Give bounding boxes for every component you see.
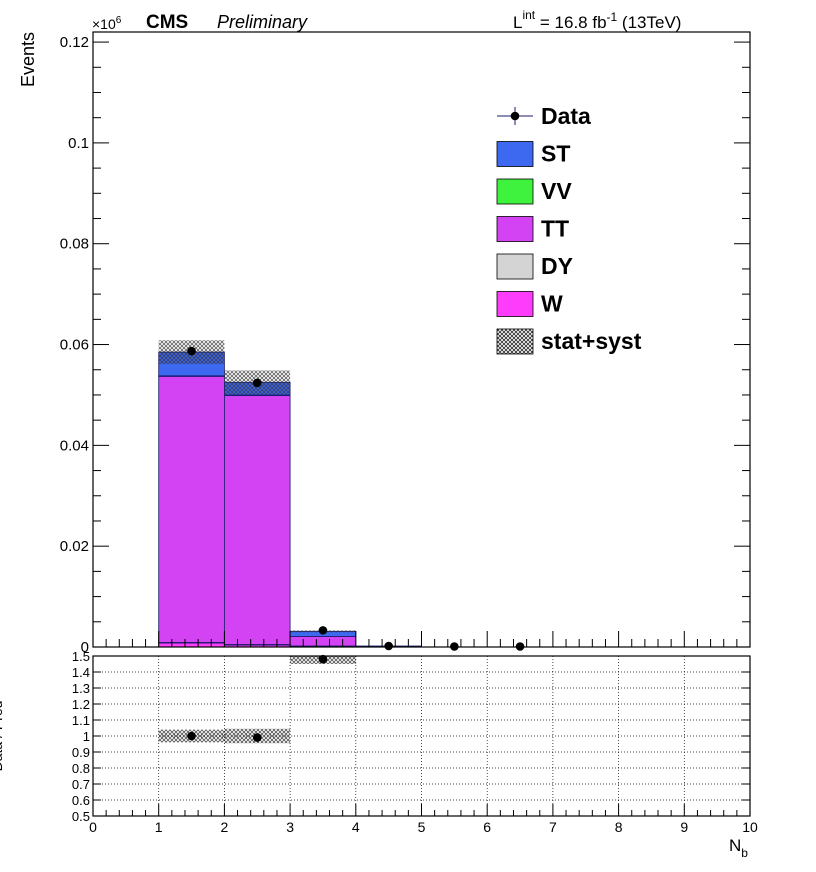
legend-swatch-tt	[496, 216, 534, 242]
x-tick-label: 9	[680, 819, 688, 835]
bar-tt-bin-2	[223, 395, 291, 645]
x-tick-label: 3	[286, 819, 294, 835]
y-tick-label: 0.08	[60, 236, 89, 253]
ratio-y-tick-label: 1.4	[72, 665, 90, 680]
legend-label: ST	[541, 141, 570, 167]
bar-tt-bin-3	[289, 636, 357, 647]
ratio-point	[318, 654, 328, 664]
y-axis-label: Events	[18, 32, 38, 87]
legend-label: TT	[541, 216, 569, 242]
y-tick-label: 0.06	[60, 337, 89, 354]
ratio-plot: 0.50.60.70.80.911.11.21.31.41.50 1 2 3 4 5 6 7 8…	[0, 649, 758, 860]
exponent-label: ×106	[92, 15, 122, 32]
ratio-y-tick-label: 0.9	[72, 745, 90, 760]
y-tick-label: 0	[81, 639, 89, 656]
data-point	[318, 626, 328, 635]
experiment-label: CMS	[146, 12, 188, 33]
data-point	[187, 346, 196, 356]
y-tick-label: 0.04	[60, 437, 89, 454]
ratio-point	[252, 733, 262, 742]
main-plot: 0 0.02 0.04 0.06 0.08 0.1 0.12 Events Data ST VV TT…	[18, 31, 751, 656]
legend-swatch-w	[496, 291, 534, 317]
x-tick-label: 10	[742, 819, 758, 835]
data-point	[252, 378, 262, 388]
bar-w-bin-1	[158, 642, 225, 648]
legend-marker-dot	[510, 111, 520, 121]
ratio-y-tick-label: 1.1	[72, 713, 90, 728]
legend-swatch-hatch	[496, 328, 534, 355]
y-tick-label: 0.1	[68, 135, 89, 152]
data-point	[450, 642, 459, 651]
x-axis-label: Nb	[729, 836, 748, 860]
legend-swatch-st	[496, 141, 534, 167]
legend-label: VV	[541, 178, 572, 204]
ratio-y-tick-label: 1.3	[72, 681, 90, 696]
legend-label: DY	[541, 253, 573, 279]
x-tick-label: 6	[483, 819, 491, 835]
ratio-point	[187, 731, 196, 741]
x-tick-label: 0	[89, 819, 97, 835]
legend-swatch-dy	[496, 253, 534, 280]
status-label: Preliminary	[217, 12, 308, 32]
x-tick-label: 4	[352, 819, 360, 835]
x-tick-label: 1	[155, 819, 163, 835]
annotations: ×106 CMS Preliminary Lint = 16.8 fb-1 (1…	[92, 8, 681, 33]
ratio-y-tick-label: 0.7	[72, 777, 90, 792]
y-tick-label: 0.12	[60, 34, 89, 51]
ratio-y-tick-label: 0.8	[72, 761, 90, 776]
data-point	[384, 641, 393, 651]
legend-label: W	[541, 291, 563, 317]
x-tick-label: 2	[221, 819, 229, 835]
legend-swatch-vv	[496, 178, 534, 205]
ratio-y-axis-label: Data / Pred	[0, 701, 5, 772]
ratio-y-tick-label: 0.5	[72, 809, 90, 824]
x-tick-label: 5	[418, 819, 426, 835]
lumi-label: Lint = 16.8 fb-1 (13TeV)	[513, 8, 681, 32]
y-tick-label: 0.02	[60, 538, 89, 555]
legend-label: Data	[541, 103, 591, 129]
bar-tt-bin-1	[158, 375, 225, 643]
ratio-y-tick-label: 1	[83, 729, 90, 744]
ratio-y-tick-label: 1.2	[72, 697, 90, 712]
x-tick-label: 8	[615, 819, 623, 835]
legend-label: stat+syst	[541, 328, 642, 354]
data-point	[515, 642, 525, 651]
ratio-y-tick-label: 0.6	[72, 793, 90, 808]
x-tick-label: 7	[549, 819, 557, 835]
ratio-y-tick-label: 1.5	[72, 649, 90, 664]
